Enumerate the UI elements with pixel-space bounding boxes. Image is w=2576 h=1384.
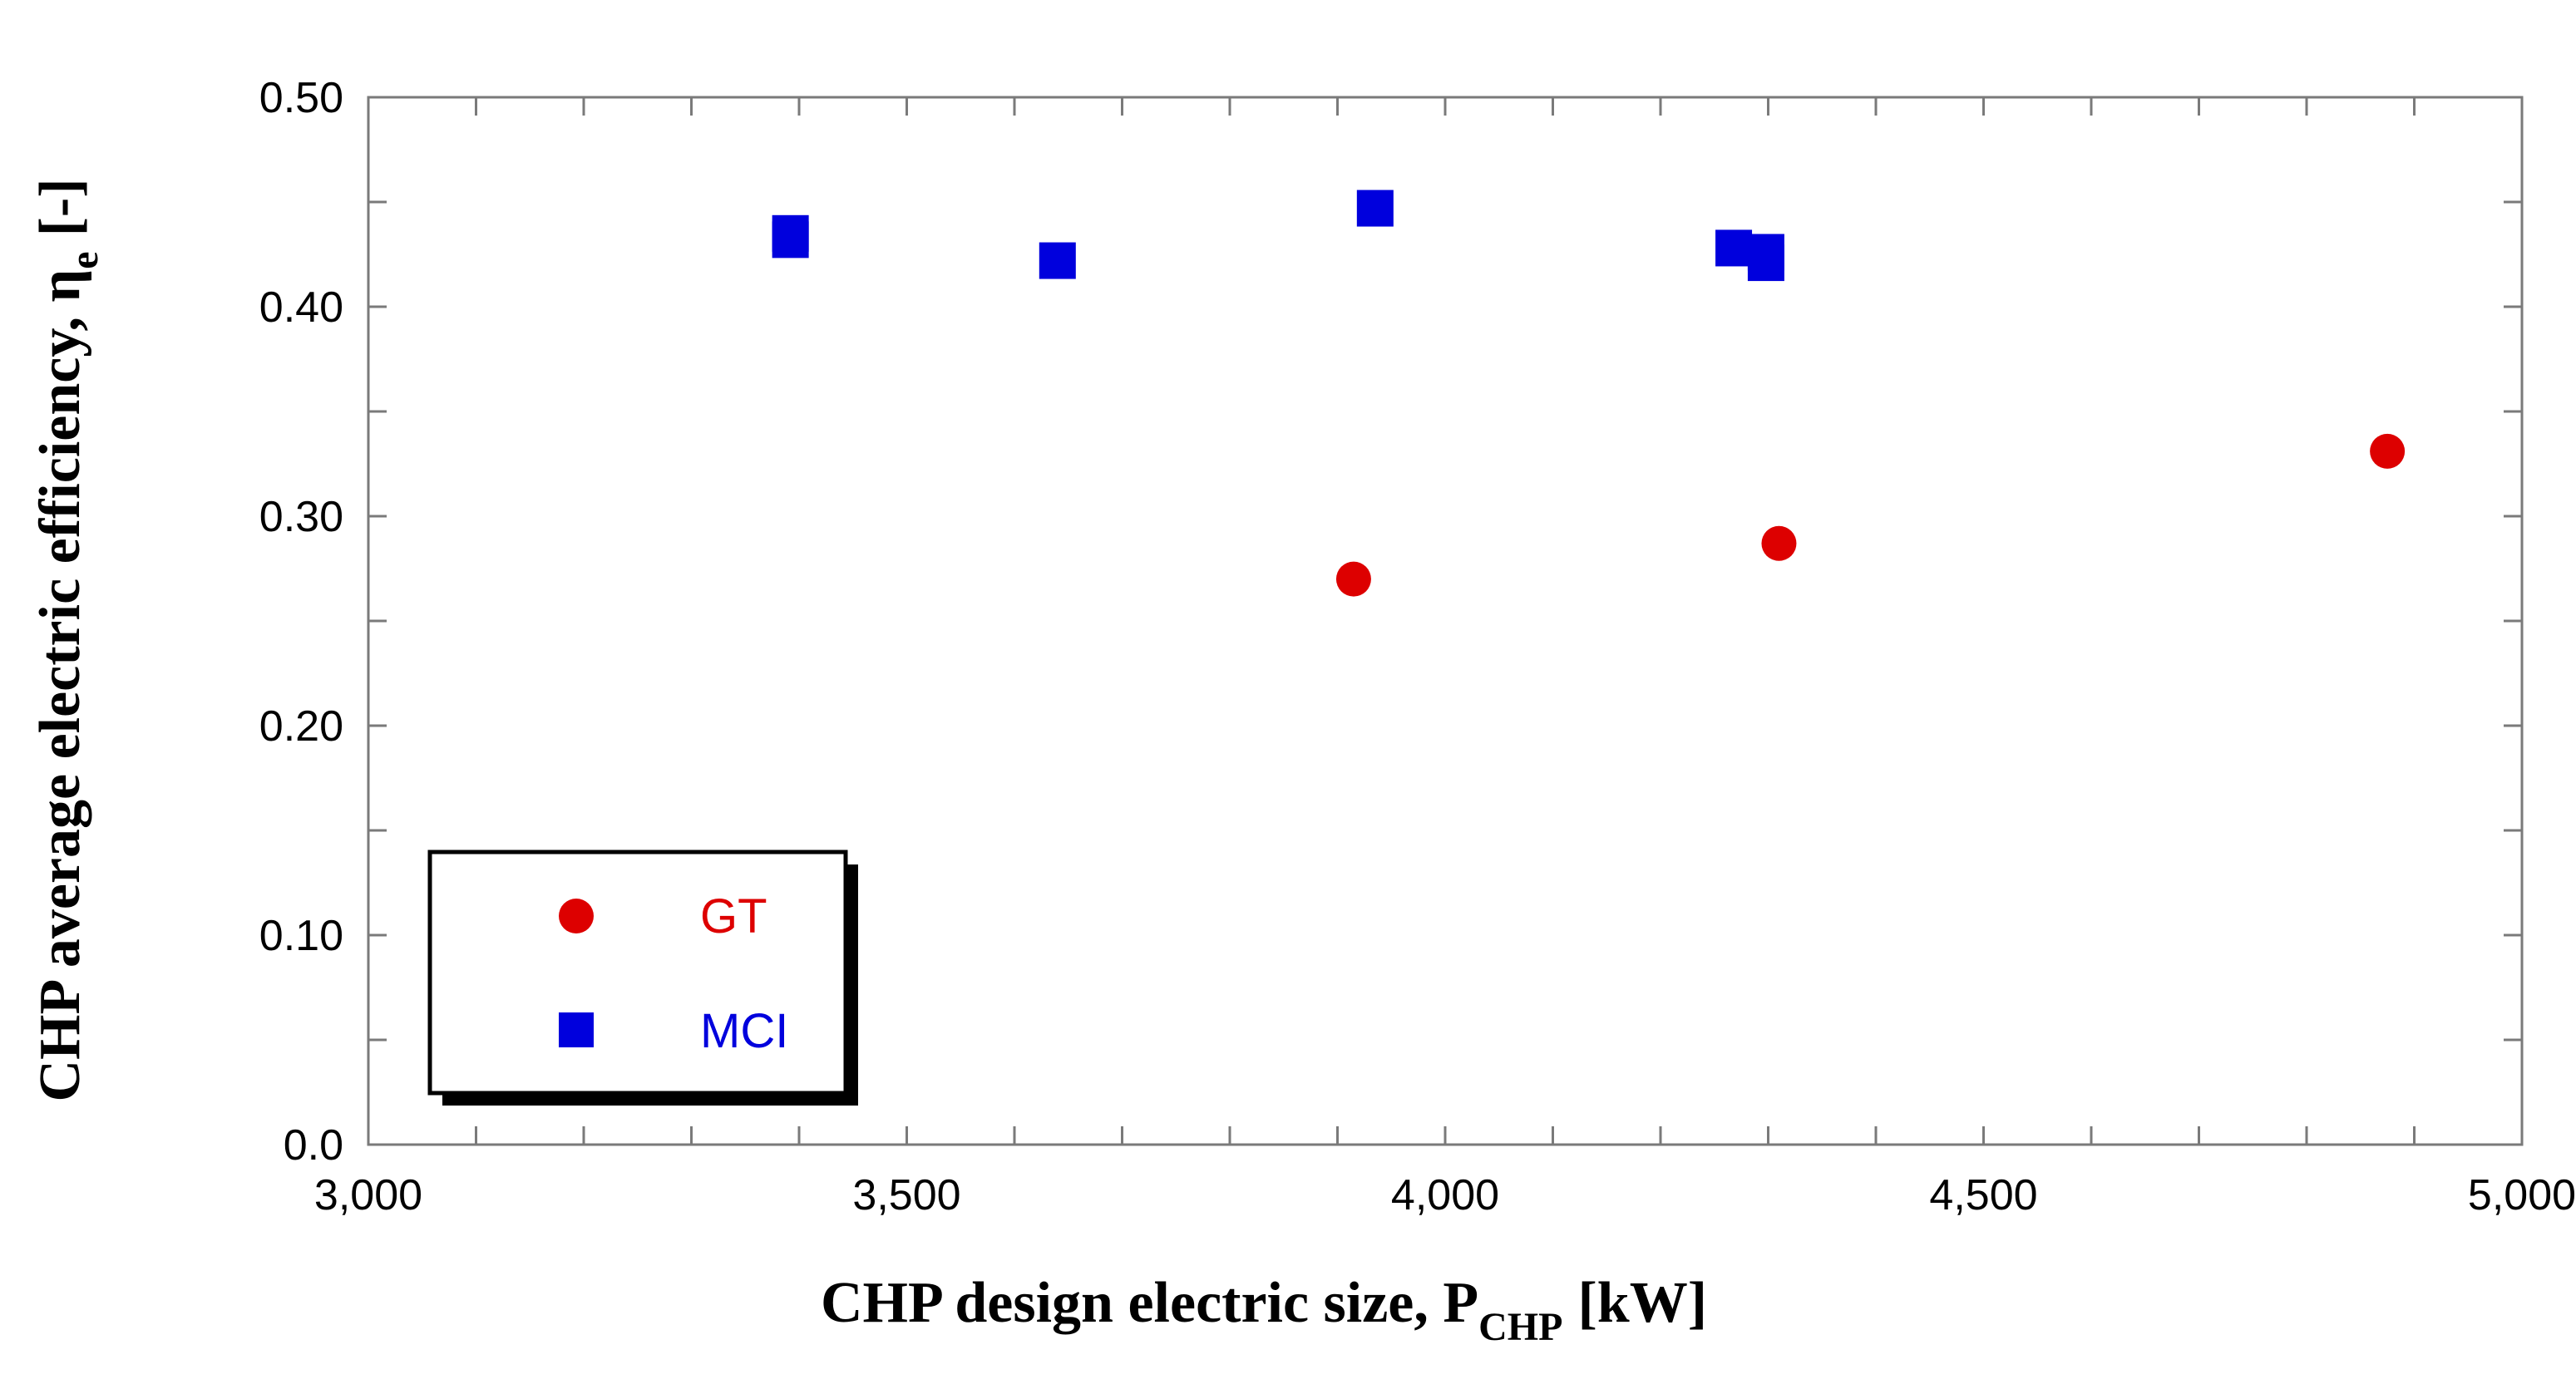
point-mci	[1715, 229, 1753, 267]
point-gt	[1761, 525, 1797, 561]
x-tick-label: 4,000	[1391, 1171, 1499, 1219]
y-tick-label: 0.40	[259, 283, 343, 332]
legend-box	[427, 850, 848, 1096]
y-axis-title-main: CHP average electric efficiency, η	[28, 269, 92, 1102]
x-tick-label: 3,500	[852, 1171, 960, 1219]
legend: GT MCI	[427, 850, 858, 1106]
point-mci	[772, 221, 809, 259]
point-gt	[2370, 433, 2406, 469]
point-mci	[1356, 190, 1394, 227]
data-points	[772, 190, 2406, 597]
y-tick-label: 0.0	[284, 1121, 343, 1170]
y-tick-label: 0.10	[259, 912, 343, 960]
x-axis-title-unit: [kW]	[1577, 1271, 1707, 1335]
x-tick-label: 3,000	[314, 1171, 422, 1219]
legend-marker-mci	[559, 1012, 594, 1047]
y-tick-label: 0.30	[259, 493, 343, 541]
legend-label-mci: MCI	[700, 1004, 788, 1058]
x-axis-title-sub: CHP	[1478, 1305, 1562, 1349]
legend-label-gt: GT	[700, 889, 767, 943]
point-mci	[1747, 244, 1784, 282]
point-mci	[1039, 242, 1076, 279]
x-tick-label: 5,000	[2468, 1171, 2576, 1219]
point-gt	[1335, 561, 1371, 597]
plot-area	[367, 96, 2524, 1146]
x-axis-title-main: CHP design electric size, P	[821, 1271, 1478, 1335]
y-tick-label: 0.20	[259, 702, 343, 751]
axis-ticks	[368, 97, 2522, 1145]
y-tick-label: 0.50	[259, 74, 343, 122]
x-tick-label: 4,500	[1929, 1171, 2037, 1219]
y-axis-title: CHP average electric efficiency, ηe [-]	[28, 178, 106, 1101]
tick-labels: 3,000 3,500 4,000 4,500 5,000 0.0 0.10 0.20 0.30…	[259, 74, 2576, 1219]
y-axis-title-unit: [-]	[28, 178, 92, 236]
x-axis-title: CHP design electric size, PCHP [kW]	[821, 1271, 1707, 1349]
legend-marker-gt	[559, 899, 594, 933]
y-axis-title-sub: e	[62, 251, 106, 268]
